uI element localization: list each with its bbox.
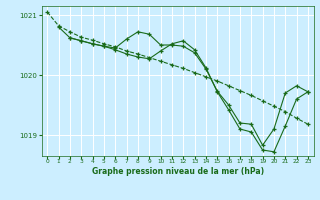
X-axis label: Graphe pression niveau de la mer (hPa): Graphe pression niveau de la mer (hPa)	[92, 167, 264, 176]
